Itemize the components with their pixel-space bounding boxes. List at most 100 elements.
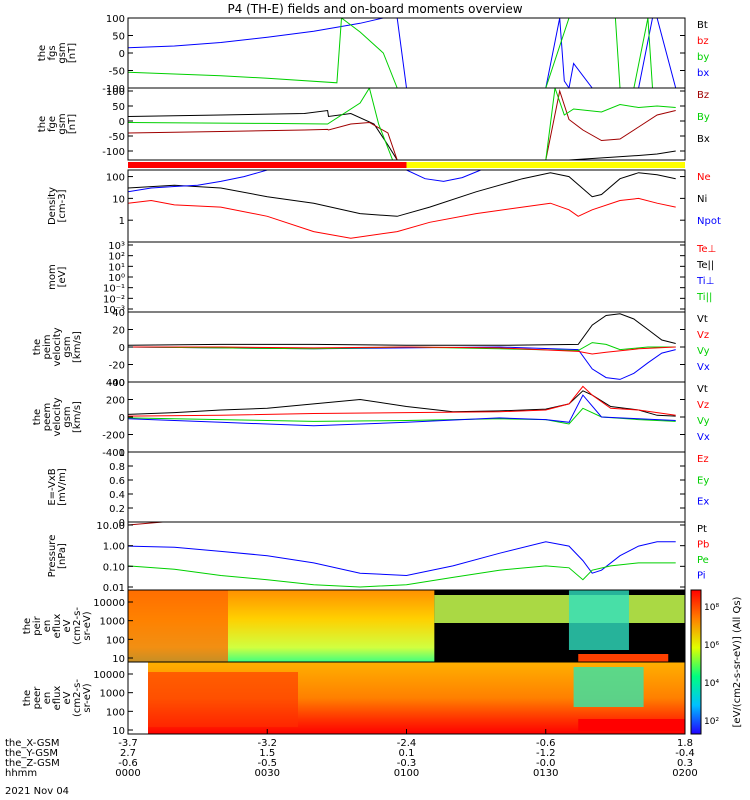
- y-tick-label: -50: [109, 67, 125, 78]
- x-tick-label: -0.4: [675, 748, 695, 759]
- legend-Ex: Ex: [697, 497, 709, 508]
- x-row-label: hhmm: [5, 768, 37, 779]
- y-tick-label: -100: [102, 84, 125, 95]
- legend-Ti||: Ti||: [696, 292, 712, 303]
- series-Pe: [128, 562, 676, 588]
- y-tick-label: 0.2: [109, 504, 125, 515]
- x-tick-label: 0200: [672, 768, 697, 779]
- series-Vx: [128, 394, 676, 427]
- mode-bar-red: [128, 162, 407, 168]
- y-tick-label: -200: [102, 431, 125, 442]
- y-axis-label: eV: [62, 619, 73, 632]
- y-tick-label: -100: [102, 147, 125, 158]
- y-axis-label: [km/s]: [72, 331, 83, 363]
- series-group: [128, 313, 676, 380]
- y-axis-label: [km/s]: [72, 401, 83, 433]
- y-tick-label: 10000: [93, 598, 125, 609]
- y-axis-label: fge: [47, 116, 58, 132]
- x-date: 2021 Nov 04: [5, 786, 69, 797]
- x-tick-label: 2.7: [120, 748, 136, 759]
- x-tick-label: 0030: [255, 768, 280, 779]
- y-tick-label: 0.10: [103, 562, 125, 573]
- series-by: [128, 18, 676, 88]
- y-axis-label: peer: [32, 686, 43, 710]
- legend-Bz: Bz: [697, 90, 709, 101]
- y-tick-label: 0: [119, 518, 125, 529]
- series-Pi: [128, 541, 676, 577]
- series-group: [128, 385, 676, 427]
- series-group: [128, 522, 676, 588]
- legend-Bx: Bx: [697, 134, 710, 145]
- y-axis-label: peir: [32, 615, 43, 635]
- y-tick-label: 0.6: [109, 476, 125, 487]
- y-axis-label: [eV]: [57, 267, 68, 288]
- panel-frame: [127, 451, 686, 523]
- y-tick-label: 10⁰: [108, 273, 125, 284]
- series-Vz: [128, 385, 676, 417]
- y-axis-label: [mV/m]: [57, 468, 68, 506]
- y-tick-label: 400: [106, 378, 125, 389]
- y-tick-label: 10.00: [96, 521, 125, 532]
- y-axis-label: [cm-3]: [57, 189, 68, 222]
- y-axis-label: sr-eV): [82, 683, 93, 712]
- y-axis-label: the: [37, 116, 48, 132]
- x-tick-label: -0.0: [536, 758, 556, 769]
- legend-Te||: Te||: [696, 260, 714, 271]
- y-tick-label: 1000: [100, 689, 125, 700]
- heatmap-peir: [128, 590, 685, 662]
- heatmap-band: [434, 595, 685, 623]
- panel-frame: [127, 169, 686, 243]
- y-axis-label: mom: [47, 264, 58, 290]
- y-axis-label: [nPa]: [57, 543, 68, 569]
- y-axis-label: sr-eV): [82, 611, 93, 640]
- y-axis-label: velocity: [52, 397, 63, 436]
- y-tick-label: 1000: [100, 617, 125, 628]
- y-tick-label: 50: [112, 102, 125, 113]
- x-tick-label: 1.5: [259, 748, 275, 759]
- x-tick-label: -3.2: [257, 738, 277, 749]
- panel-peim_vel: 40 20 0 -20 -40 the peim velocity gsm [km/s] Vt Vz V…: [32, 308, 710, 389]
- legend-Vx: Vx: [697, 362, 710, 373]
- y-axis-label: (cm2-s-: [72, 607, 83, 645]
- x-tick-label: -0.5: [257, 758, 277, 769]
- legend-Pb: Pb: [697, 540, 709, 551]
- x-row-label: the_Z-GSM: [5, 758, 60, 769]
- y-tick-label: 100: [106, 635, 125, 646]
- y-axis-label: velocity: [52, 327, 63, 366]
- y-tick-label: 0.01: [103, 583, 125, 594]
- series-bx: [128, 18, 677, 88]
- y-tick-label: 100: [106, 173, 125, 184]
- heatmap-core: [573, 667, 644, 707]
- y-tick-label: 1: [119, 216, 125, 227]
- x-tick-label: -1.2: [536, 748, 556, 759]
- series-Bt: [128, 109, 676, 160]
- y-axis-label: gsm: [62, 336, 73, 357]
- x-tick-label: 0000: [115, 768, 140, 779]
- series-Bz: [128, 89, 676, 160]
- y-tick-label: 10: [112, 726, 125, 737]
- y-tick-label: 0: [119, 343, 125, 354]
- legend-Vz: Vz: [697, 400, 709, 411]
- x-tick-label: -0.6: [536, 738, 556, 749]
- y-tick-label: 10: [112, 654, 125, 665]
- y-axis-label: the: [22, 690, 33, 706]
- x-row-label: the_Y-GSM: [5, 748, 58, 759]
- x-tick-label: 0.3: [677, 758, 693, 769]
- x-tick-label: -0.3: [397, 758, 417, 769]
- legend-Vt: Vt: [697, 314, 708, 325]
- x-row-label: the_X-GSM: [5, 738, 59, 749]
- legend-Ti⊥: Ti⊥: [696, 276, 714, 287]
- y-axis-label: Density: [47, 187, 58, 225]
- legend-Pe: Pe: [697, 555, 709, 566]
- legend-Vx: Vx: [697, 432, 710, 443]
- y-axis-label: the: [32, 339, 43, 355]
- panel-efield: 1 0.8 0.6 0.4 0.2 0 E=-VxB [mV/m] Ez Ey Ex: [47, 448, 709, 529]
- heatmap-patch: [148, 672, 298, 727]
- panel-frame: [127, 17, 686, 89]
- x-tick-label: 0100: [394, 768, 419, 779]
- y-tick-label: 10²: [108, 252, 125, 263]
- y-axis-label: peem: [42, 403, 53, 431]
- colorbar-scale: [690, 589, 702, 735]
- y-tick-label: 1: [119, 448, 125, 459]
